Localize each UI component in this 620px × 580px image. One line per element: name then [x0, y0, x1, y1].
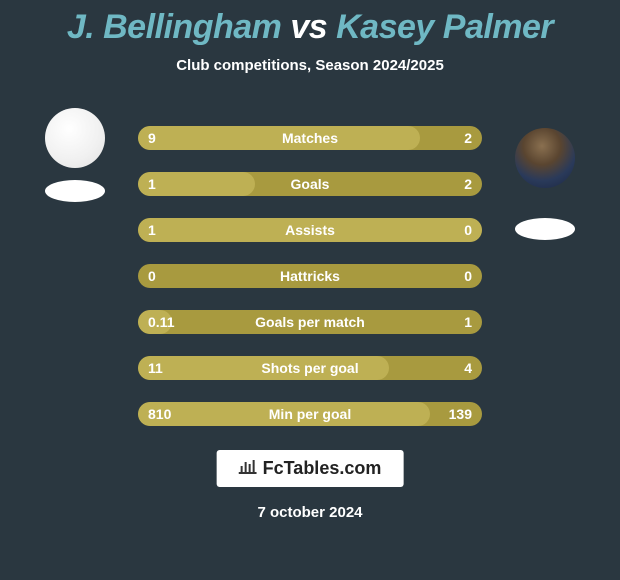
chart-icon — [239, 458, 257, 479]
footer-site: FcTables.com — [263, 458, 382, 479]
stat-row: 10Assists — [138, 218, 482, 242]
stat-row: 810139Min per goal — [138, 402, 482, 426]
player1-avatar — [45, 108, 105, 168]
stat-label: Assists — [138, 222, 482, 238]
stat-label: Shots per goal — [138, 360, 482, 376]
player2-flag — [515, 218, 575, 240]
stat-row: 114Shots per goal — [138, 356, 482, 380]
stat-row: 92Matches — [138, 126, 482, 150]
stat-row: 0.111Goals per match — [138, 310, 482, 334]
stat-label: Hattricks — [138, 268, 482, 284]
vs-text: vs — [290, 8, 327, 46]
footer-date: 7 october 2024 — [257, 504, 362, 521]
stat-label: Goals — [138, 176, 482, 192]
stat-label: Goals per match — [138, 314, 482, 330]
player1-name: J. Bellingham — [67, 8, 282, 46]
player1-flag — [45, 180, 105, 202]
stat-label: Matches — [138, 130, 482, 146]
stat-label: Min per goal — [138, 406, 482, 422]
stat-row: 12Goals — [138, 172, 482, 196]
footer-branding: FcTables.com — [217, 450, 404, 487]
comparison-title: J. Bellingham vs Kasey Palmer — [0, 0, 620, 47]
stats-container: 92Matches 12Goals 10Assists 00Hattricks 0.11… — [138, 126, 482, 448]
player2-name: Kasey Palmer — [336, 8, 553, 46]
player2-avatar — [515, 128, 575, 188]
subtitle: Club competitions, Season 2024/2025 — [0, 57, 620, 74]
stat-row: 00Hattricks — [138, 264, 482, 288]
